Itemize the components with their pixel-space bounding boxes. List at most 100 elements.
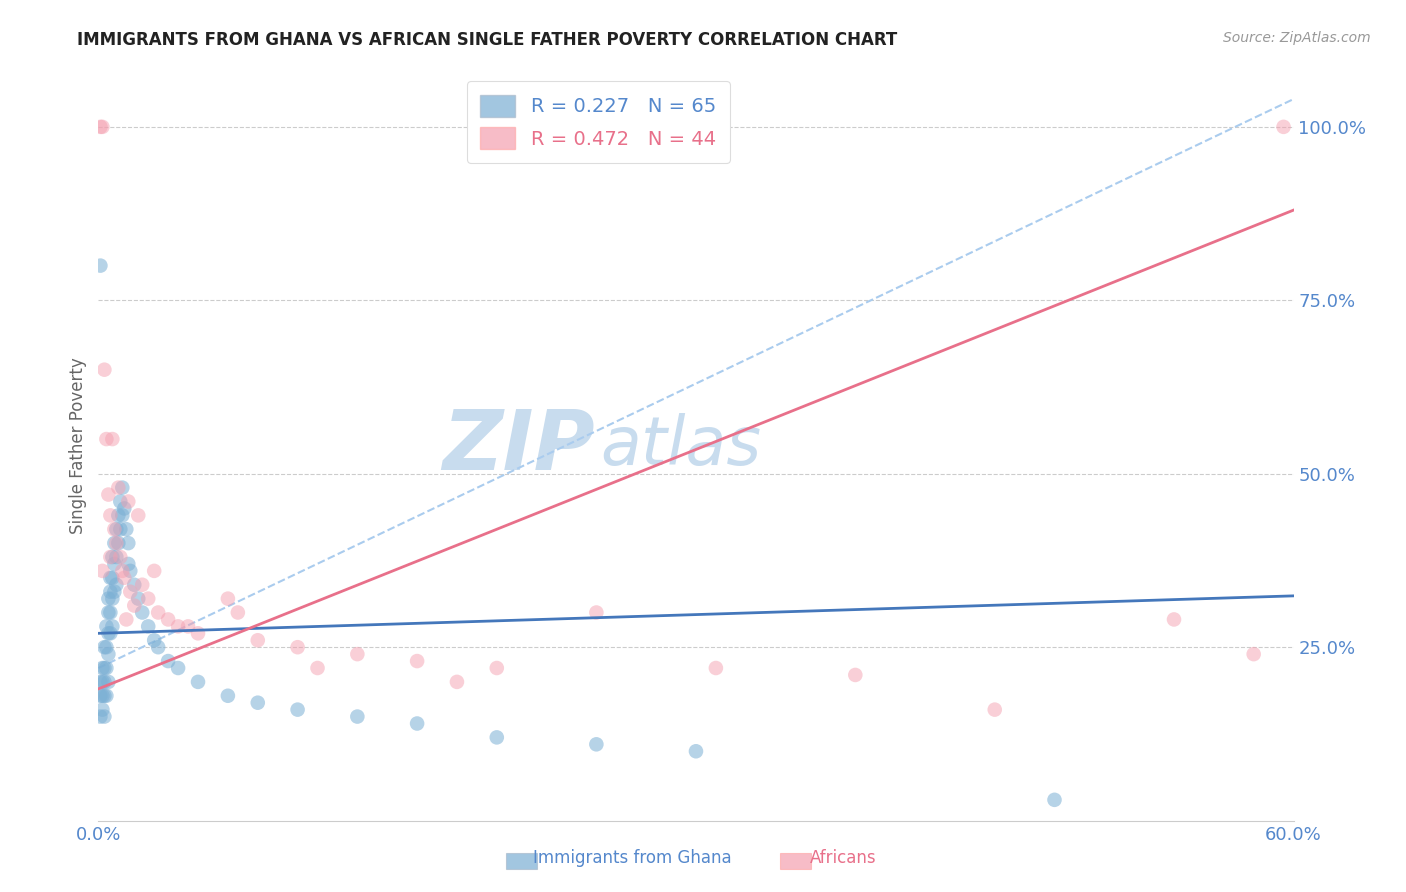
Point — [157, 612, 180, 626]
Point — [105, 522, 128, 536]
Point — [131, 578, 153, 592]
Text: Immigrants from Ghana: Immigrants from Ghana — [533, 849, 733, 867]
Point — [1043, 793, 1066, 807]
Point — [187, 674, 209, 689]
Point — [143, 564, 166, 578]
Point — [93, 709, 115, 723]
Point — [117, 557, 139, 571]
Point — [148, 606, 170, 620]
Y-axis label: Single Father Poverty: Single Father Poverty — [69, 358, 87, 534]
Text: IMMIGRANTS FROM GHANA VS AFRICAN SINGLE FATHER POVERTY CORRELATION CHART: IMMIGRANTS FROM GHANA VS AFRICAN SINGLE … — [77, 31, 897, 49]
Point — [96, 619, 118, 633]
Point — [93, 661, 115, 675]
Text: atlas: atlas — [600, 413, 762, 479]
Point — [111, 508, 134, 523]
Point — [103, 522, 125, 536]
Point — [98, 626, 122, 640]
Point — [143, 633, 166, 648]
Point — [177, 619, 200, 633]
Point — [98, 584, 122, 599]
Point — [105, 536, 128, 550]
Point — [127, 508, 149, 523]
Point — [93, 640, 115, 655]
Point — [91, 661, 114, 675]
Point — [111, 564, 134, 578]
Point — [91, 674, 114, 689]
Point — [110, 549, 132, 564]
Point — [246, 633, 269, 648]
Text: Africans: Africans — [810, 849, 877, 867]
Point — [97, 591, 120, 606]
Legend: R = 0.227   N = 65, R = 0.472   N = 44: R = 0.227 N = 65, R = 0.472 N = 44 — [467, 81, 730, 163]
Point — [117, 536, 139, 550]
Point — [120, 564, 142, 578]
Point — [585, 606, 607, 620]
Point — [136, 619, 159, 633]
Point — [704, 661, 727, 675]
Point — [307, 661, 329, 675]
Point — [120, 584, 142, 599]
Point — [110, 522, 132, 536]
Point — [187, 626, 209, 640]
Point — [111, 481, 134, 495]
Point — [98, 606, 122, 620]
Point — [1272, 120, 1295, 134]
Point — [1163, 612, 1185, 626]
Point — [93, 362, 115, 376]
Point — [127, 591, 149, 606]
Point — [287, 703, 309, 717]
Point — [217, 689, 239, 703]
Point — [167, 619, 190, 633]
Point — [91, 703, 114, 717]
Point — [406, 716, 429, 731]
Point — [91, 120, 114, 134]
Point — [406, 654, 429, 668]
Point — [115, 612, 138, 626]
Point — [97, 606, 120, 620]
Point — [93, 674, 115, 689]
Point — [685, 744, 707, 758]
Point — [97, 487, 120, 501]
Point — [98, 549, 122, 564]
Point — [117, 494, 139, 508]
Point — [97, 674, 120, 689]
Point — [446, 674, 468, 689]
Point — [96, 640, 118, 655]
Point — [124, 578, 146, 592]
Point — [101, 549, 124, 564]
Point — [136, 591, 159, 606]
Point — [103, 536, 125, 550]
Point — [148, 640, 170, 655]
Point — [984, 703, 1007, 717]
Point — [124, 599, 146, 613]
Point — [96, 432, 118, 446]
Point — [101, 432, 124, 446]
Text: Source: ZipAtlas.com: Source: ZipAtlas.com — [1223, 31, 1371, 45]
Point — [112, 501, 135, 516]
Point — [346, 709, 368, 723]
Point — [107, 481, 129, 495]
Point — [157, 654, 180, 668]
Point — [89, 674, 111, 689]
Point — [89, 120, 111, 134]
Point — [107, 536, 129, 550]
Point — [346, 647, 368, 661]
Point — [115, 522, 138, 536]
Point — [97, 626, 120, 640]
Point — [246, 696, 269, 710]
Point — [91, 564, 114, 578]
Point — [96, 661, 118, 675]
Point — [101, 619, 124, 633]
Point — [101, 571, 124, 585]
Point — [103, 584, 125, 599]
Point — [103, 557, 125, 571]
Point — [97, 647, 120, 661]
Point — [167, 661, 190, 675]
Point — [226, 606, 249, 620]
Point — [485, 731, 508, 745]
Point — [844, 668, 866, 682]
Point — [485, 661, 508, 675]
Point — [101, 591, 124, 606]
Point — [91, 689, 114, 703]
Point — [96, 689, 118, 703]
